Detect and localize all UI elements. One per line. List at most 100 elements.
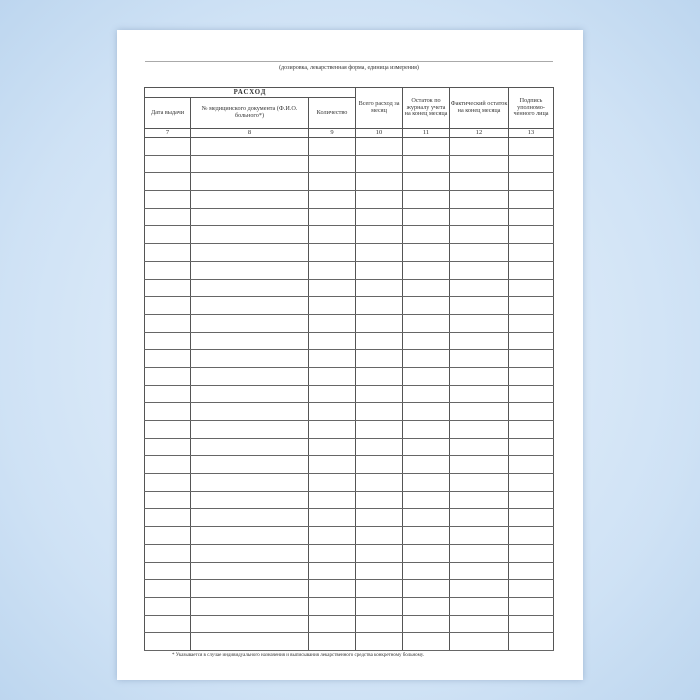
table-cell <box>144 437 191 457</box>
table-cell <box>402 402 451 421</box>
col-header: Всего расход за месяц <box>355 87 404 129</box>
table-cell <box>307 508 357 528</box>
table-cell <box>355 455 404 475</box>
table-cell <box>449 455 510 475</box>
table-cell <box>190 172 309 192</box>
table-cell <box>508 384 555 404</box>
table-cell <box>190 331 309 351</box>
table-cell <box>449 331 510 351</box>
table-row <box>144 278 555 298</box>
table-row <box>144 207 555 227</box>
table-row <box>144 526 555 545</box>
table-cell <box>355 508 404 528</box>
table-cell <box>449 579 510 598</box>
table-cell <box>190 260 309 280</box>
table-cell <box>190 596 309 616</box>
table-cell <box>144 508 191 528</box>
table-cell <box>190 543 309 563</box>
table-cell <box>508 366 555 386</box>
table-cell <box>144 243 191 262</box>
table-cell <box>508 579 555 598</box>
table-cell <box>449 614 510 634</box>
table-cell <box>355 349 404 368</box>
table-cell <box>307 614 357 634</box>
col-header: Дата выдачи <box>144 97 191 129</box>
table-cell <box>307 526 357 545</box>
table-cell <box>190 614 309 634</box>
table-cell <box>449 349 510 368</box>
table-row <box>144 561 555 581</box>
table-cell <box>508 296 555 315</box>
table-cell <box>307 207 357 227</box>
table-cell <box>402 331 451 351</box>
table-cell <box>190 243 309 262</box>
table-cell <box>307 437 357 457</box>
table-cell <box>144 420 191 439</box>
table-cell <box>508 561 555 581</box>
table-cell <box>190 579 309 598</box>
table-cell <box>402 437 451 457</box>
table-row <box>144 366 555 386</box>
table-row <box>144 579 555 598</box>
table-cell <box>508 278 555 298</box>
table-cell <box>355 207 404 227</box>
table-cell <box>144 455 191 475</box>
table-cell <box>449 190 510 209</box>
table-cell <box>449 402 510 421</box>
table-cell <box>355 437 404 457</box>
table-cell <box>190 526 309 545</box>
table-cell <box>355 172 404 192</box>
table-cell <box>508 632 555 651</box>
table-row <box>144 313 555 333</box>
table-cell <box>402 278 451 298</box>
table-cell <box>449 632 510 651</box>
table-cell <box>355 137 404 156</box>
table-cell <box>508 225 555 245</box>
table-cell <box>508 243 555 262</box>
table-cell <box>508 437 555 457</box>
table-cell <box>402 260 451 280</box>
table-cell <box>190 420 309 439</box>
footnote: * Указывается в случае индивидуального н… <box>172 653 424 658</box>
table-cell <box>190 437 309 457</box>
table-cell <box>508 313 555 333</box>
table-cell <box>190 296 309 315</box>
table-cell <box>190 402 309 421</box>
table-cell <box>449 508 510 528</box>
table-cell <box>144 632 191 651</box>
table-cell <box>402 561 451 581</box>
table-row <box>144 596 555 616</box>
field-caption: (дозировка, лекарственная форма, единица… <box>279 65 419 71</box>
table-row <box>144 331 555 351</box>
col-number: 12 <box>449 128 510 138</box>
table-row <box>144 543 555 563</box>
table-cell <box>508 137 555 156</box>
table-cell <box>144 561 191 581</box>
table-cell <box>402 137 451 156</box>
table-cell <box>307 366 357 386</box>
table-cell <box>190 508 309 528</box>
table-cell <box>402 455 451 475</box>
table-cell <box>402 543 451 563</box>
table-cell <box>355 313 404 333</box>
table-cell <box>144 596 191 616</box>
form-page: (дозировка, лекарственная форма, единица… <box>117 30 583 680</box>
table-cell <box>307 243 357 262</box>
table-row <box>144 420 555 439</box>
table-cell <box>449 384 510 404</box>
group-header: РАСХОД <box>143 87 357 98</box>
table-row <box>144 154 555 174</box>
col-header: Остаток по журналу учета на конец месяца <box>402 87 451 129</box>
table-cell <box>144 207 191 227</box>
table-cell <box>144 526 191 545</box>
table-cell <box>449 296 510 315</box>
table-cell <box>355 296 404 315</box>
table-cell <box>307 278 357 298</box>
table-cell <box>355 402 404 421</box>
table-cell <box>307 137 357 156</box>
table-cell <box>144 190 191 209</box>
table-cell <box>402 632 451 651</box>
table-row <box>144 508 555 528</box>
table-cell <box>402 190 451 209</box>
table-cell <box>355 614 404 634</box>
